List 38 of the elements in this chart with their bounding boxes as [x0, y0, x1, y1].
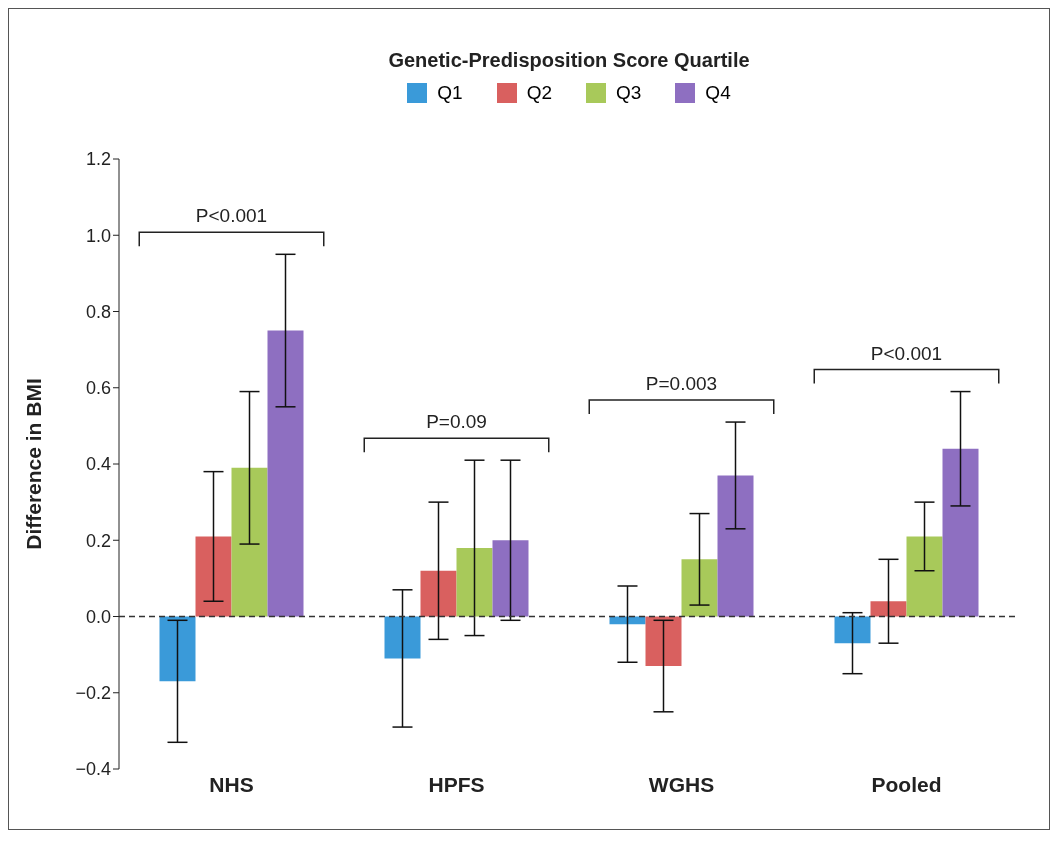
annotation: P=0.09: [426, 411, 487, 433]
bar: [834, 616, 871, 644]
y-tick-label: −0.4: [75, 759, 111, 780]
bar: [870, 601, 907, 617]
bar: [645, 616, 682, 667]
bar: [681, 559, 718, 617]
bar: [195, 536, 232, 617]
x-tick-label: Pooled: [871, 772, 942, 796]
legend-label: Q1: [436, 82, 463, 104]
annotation: P<0.001: [870, 342, 943, 364]
annotation: P=0.003: [645, 373, 718, 395]
legend-label: Q3: [615, 82, 642, 104]
bar: [384, 616, 421, 659]
y-tick-label: 0.8: [85, 301, 111, 322]
y-axis-title: Difference in BMI: [22, 378, 46, 550]
bar: [231, 467, 268, 617]
y-tick-label: −0.2: [75, 683, 111, 704]
bar: [456, 547, 493, 617]
bar: [942, 448, 979, 617]
legend-title: Genetic-Predisposition Score Quartile: [387, 49, 751, 72]
x-tick-label: HPFS: [428, 772, 485, 796]
x-tick-label: WGHS: [648, 772, 715, 796]
bar: [492, 540, 529, 617]
bar: [906, 536, 943, 617]
y-tick-label: 1.0: [85, 225, 111, 246]
y-tick-label: 1.2: [85, 149, 111, 170]
legend-label: Q4: [704, 82, 731, 104]
annotation: P<0.001: [195, 205, 268, 227]
bar: [267, 330, 304, 617]
y-tick-label: 0.2: [85, 530, 111, 551]
bar: [159, 616, 196, 682]
y-tick-label: 0.4: [85, 454, 111, 475]
y-tick-label: 0.0: [85, 606, 111, 627]
bar: [420, 570, 457, 617]
legend-label: Q2: [525, 82, 552, 104]
y-tick-label: 0.6: [85, 378, 111, 399]
bar: [717, 475, 754, 617]
x-tick-label: NHS: [209, 772, 254, 796]
